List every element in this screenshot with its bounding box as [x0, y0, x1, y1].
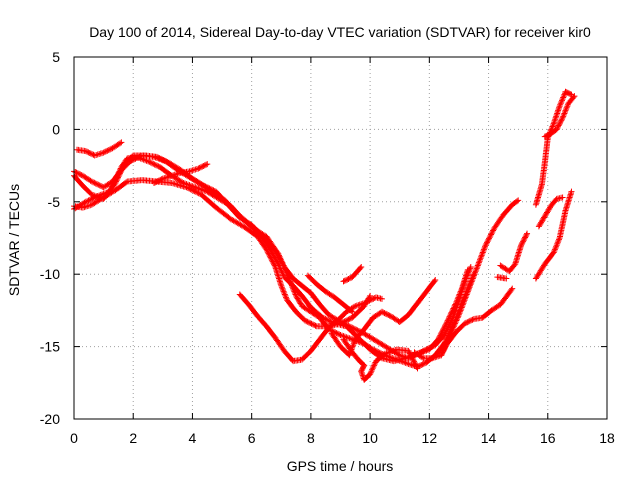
series-markers — [328, 276, 439, 359]
series-markers — [494, 274, 510, 282]
series-s6 — [74, 139, 125, 159]
x-tick-label: 6 — [248, 430, 256, 446]
y-tick-label: -20 — [40, 411, 60, 427]
series-markers — [532, 188, 575, 282]
plot-area — [71, 88, 578, 383]
x-tick-label: 0 — [70, 430, 78, 446]
x-tick-label: 14 — [481, 430, 497, 446]
y-axis-label: SDTVAR / TECUs — [6, 184, 22, 296]
series-markers — [535, 194, 566, 230]
series-s19 — [532, 188, 575, 282]
y-tick-label: 0 — [52, 121, 60, 137]
series-s9 — [340, 263, 365, 285]
x-tick-label: 4 — [189, 430, 197, 446]
series-s13 — [438, 197, 522, 359]
chart-title: Day 100 of 2014, Sidereal Day-to-day VTE… — [89, 24, 591, 40]
series-markers — [340, 263, 365, 285]
series-s8 — [304, 272, 356, 315]
series-s5 — [151, 161, 211, 186]
x-tick-label: 10 — [362, 430, 378, 446]
x-tick-label: 18 — [599, 430, 615, 446]
x-tick-label: 16 — [540, 430, 556, 446]
series-s18 — [535, 194, 566, 230]
series-markers — [497, 230, 531, 275]
x-tick-label: 2 — [129, 430, 137, 446]
x-tick-label: 12 — [422, 430, 438, 446]
series-markers — [304, 272, 356, 315]
series-markers — [74, 139, 125, 159]
y-tick-label: 5 — [52, 49, 60, 65]
series-markers — [541, 93, 578, 140]
y-tick-label: -15 — [40, 339, 60, 355]
plot-frame — [73, 56, 608, 420]
series-markers — [236, 291, 385, 365]
axis-ticks: 0 2 4 6 8 10 12 14 16 18 -20 -15 -10 -5 0 5 — [40, 49, 615, 446]
y-tick-label: -5 — [48, 194, 61, 210]
series-s17 — [541, 93, 578, 140]
series-markers — [151, 161, 211, 186]
series-s7 — [236, 291, 385, 365]
series-markers — [438, 197, 522, 359]
series-s11 — [328, 276, 439, 359]
y-tick-label: -10 — [40, 266, 60, 282]
x-axis-label: GPS time / hours — [287, 458, 394, 474]
series-s15 — [494, 274, 510, 282]
x-tick-label: 8 — [307, 430, 315, 446]
series-s14 — [497, 230, 531, 275]
